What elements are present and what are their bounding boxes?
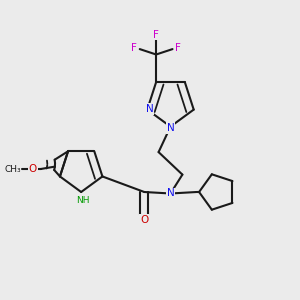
Text: O: O <box>140 215 148 225</box>
Text: N: N <box>146 104 154 114</box>
Text: O: O <box>29 164 37 174</box>
Text: F: F <box>153 30 159 40</box>
Text: CH₃: CH₃ <box>4 164 21 173</box>
Text: NH: NH <box>76 196 89 205</box>
Text: N: N <box>167 188 174 199</box>
Text: F: F <box>131 44 137 53</box>
Text: F: F <box>175 44 181 53</box>
Text: N: N <box>167 123 174 133</box>
